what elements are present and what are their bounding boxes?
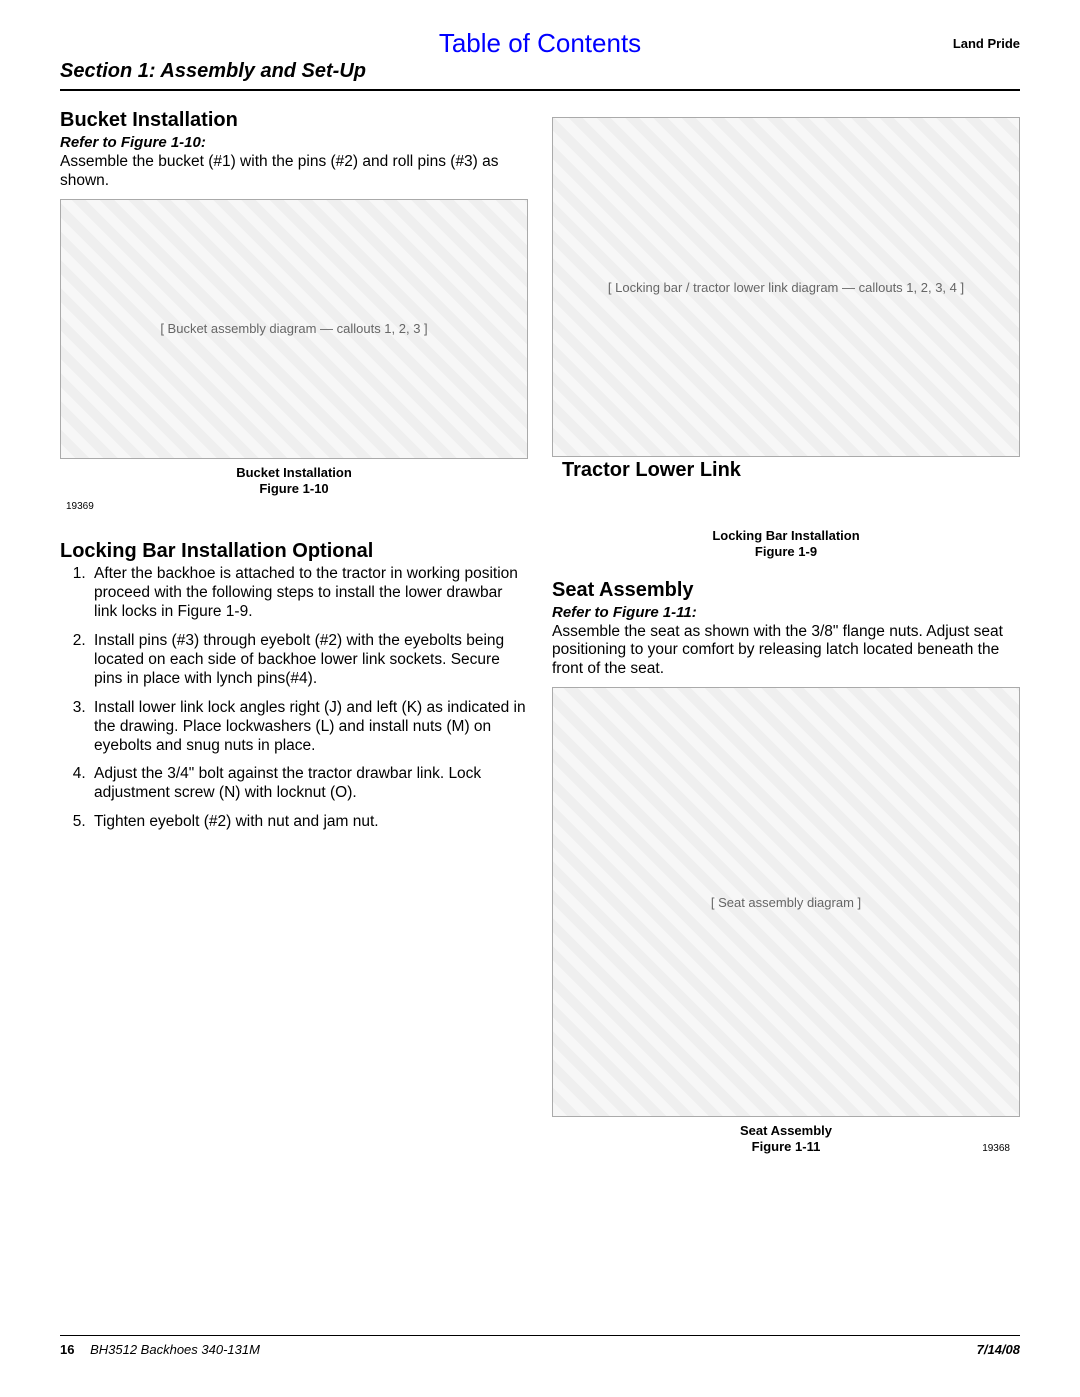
left-column: Bucket Installation Refer to Figure 1-10… — [60, 109, 528, 1160]
page-number: 16 — [60, 1342, 74, 1357]
seat-figure-caption-l2: Figure 1-11 — [752, 1139, 821, 1154]
section-title: Section 1: Assembly and Set-Up — [60, 60, 1020, 83]
bucket-refer: Refer to Figure 1-10: — [60, 134, 528, 151]
list-item: Adjust the 3/4" bolt against the tractor… — [90, 765, 528, 803]
list-item: Install pins (#3) through eyebolt (#2) w… — [90, 632, 528, 689]
seat-heading: Seat Assembly — [552, 579, 1020, 602]
list-item: After the backhoe is attached to the tra… — [90, 565, 528, 622]
toc-link[interactable]: Table of Contents — [439, 28, 641, 59]
header-rule — [60, 89, 1020, 91]
tractor-figure-caption: Locking Bar Installation Figure 1-9 — [712, 528, 859, 561]
tractor-figure-caption-l2: Figure 1-9 — [755, 544, 817, 559]
tractor-figure: [ Locking bar / tractor lower link diagr… — [552, 117, 1020, 561]
seat-figure: [ Seat assembly diagram ] Seat Assembly … — [552, 687, 1020, 1156]
list-item: Tighten eyebolt (#2) with nut and jam nu… — [90, 813, 528, 832]
seat-text: Assemble the seat as shown with the 3/8"… — [552, 623, 1020, 680]
bucket-figure-image: [ Bucket assembly diagram — callouts 1, … — [60, 199, 528, 459]
bucket-figure: [ Bucket assembly diagram — callouts 1, … — [60, 199, 528, 498]
seat-refer: Refer to Figure 1-11: — [552, 604, 1020, 621]
locking-heading: Locking Bar Installation Optional — [60, 540, 528, 563]
locking-steps-list: After the backhoe is attached to the tra… — [60, 565, 528, 832]
content-columns: Bucket Installation Refer to Figure 1-10… — [60, 109, 1020, 1160]
bucket-figure-caption-l1: Bucket Installation — [236, 465, 352, 480]
seat-figure-caption: Seat Assembly Figure 1-11 — [740, 1123, 832, 1156]
tractor-figure-caption-l1: Locking Bar Installation — [712, 528, 859, 543]
list-item: Install lower link lock angles right (J)… — [90, 699, 528, 756]
right-column: [ Locking bar / tractor lower link diagr… — [552, 109, 1020, 1160]
footer-left: 16 BH3512 Backhoes 340-131M — [60, 1342, 260, 1357]
page-footer: 16 BH3512 Backhoes 340-131M 7/14/08 — [60, 1335, 1020, 1357]
seat-figure-image: [ Seat assembly diagram ] — [552, 687, 1020, 1117]
tractor-figure-image: [ Locking bar / tractor lower link diagr… — [552, 117, 1020, 457]
brand-label: Land Pride — [953, 36, 1020, 51]
bucket-figure-caption: Bucket Installation Figure 1-10 — [236, 465, 352, 498]
footer-date: 7/14/08 — [977, 1342, 1020, 1357]
footer-doc: BH3512 Backhoes 340-131M — [90, 1342, 260, 1357]
bucket-figure-caption-l2: Figure 1-10 — [259, 481, 328, 496]
bucket-text: Assemble the bucket (#1) with the pins (… — [60, 153, 528, 191]
bucket-figure-id: 19369 — [66, 501, 528, 512]
seat-figure-caption-l1: Seat Assembly — [740, 1123, 832, 1138]
bucket-heading: Bucket Installation — [60, 109, 528, 132]
seat-figure-id: 19368 — [982, 1143, 1010, 1154]
tractor-lower-link-label: Tractor Lower Link — [562, 459, 741, 482]
